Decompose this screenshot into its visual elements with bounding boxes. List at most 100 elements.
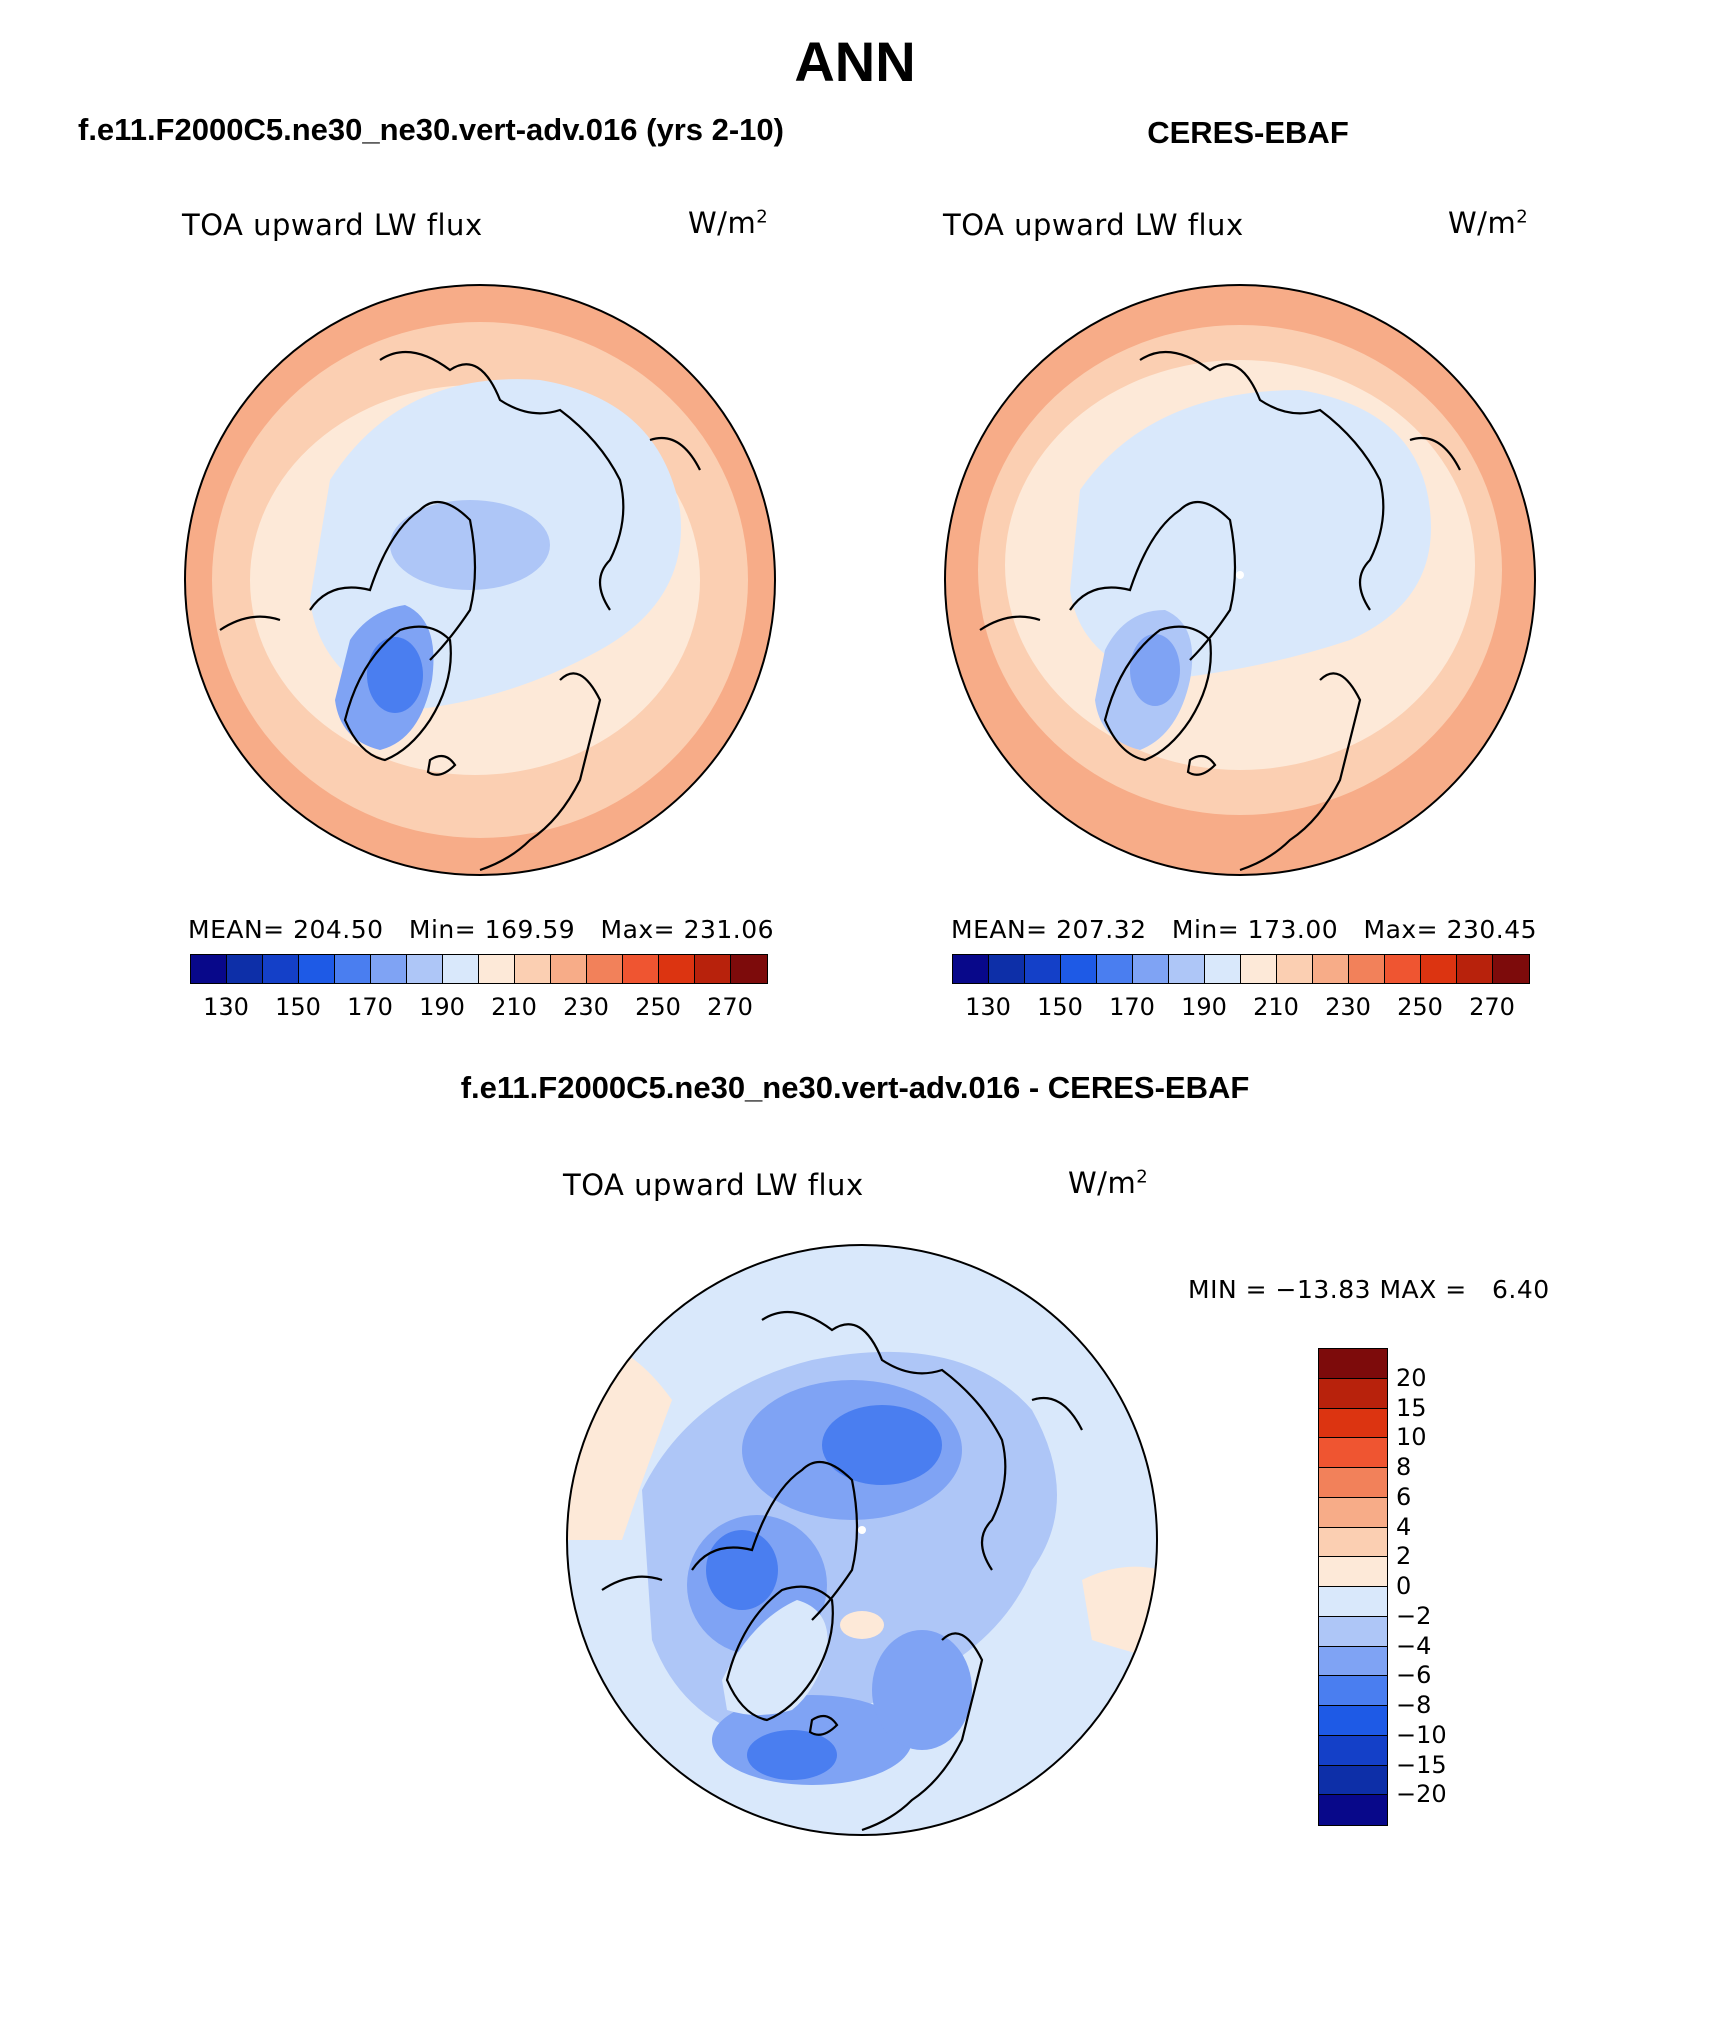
obs-units-label: W/m2 — [1448, 206, 1528, 240]
colorbar-box — [1421, 955, 1457, 983]
colorbar-box — [1277, 955, 1313, 983]
colorbar-box — [1319, 1497, 1387, 1528]
colorbar-tick-label: 250 — [635, 993, 681, 1021]
colorbar-tick-label: 0 — [1396, 1572, 1412, 1600]
stat-mean-label: MEAN= — [188, 915, 285, 944]
colorbar-tick-label: 150 — [1037, 993, 1083, 1021]
colorbar-box — [227, 955, 263, 983]
colorbar-tick-label: 2 — [1396, 1542, 1412, 1571]
north-pole-dot — [858, 1526, 866, 1534]
colorbar-box — [479, 955, 515, 983]
diff-variable-label: TOA upward LW flux — [563, 1168, 864, 1202]
colorbar-tick-label: 170 — [1109, 993, 1155, 1021]
colorbar-tick-label: 170 — [347, 993, 393, 1021]
case-units-base: W/m — [688, 206, 757, 240]
colorbar-box — [695, 955, 731, 983]
colorbar-box — [731, 955, 767, 983]
colorbar-box — [1319, 1616, 1387, 1647]
obs-units-base: W/m — [1448, 206, 1517, 240]
colorbar-box — [1319, 1765, 1387, 1796]
colorbar-tick-label: −15 — [1396, 1750, 1447, 1779]
colorbar-box — [623, 955, 659, 983]
stat-min-value: 169.59 — [484, 915, 576, 944]
diff-stats: MIN = −13.83 MAX = 6.40 — [1188, 1275, 1550, 1304]
colorbar-box — [515, 955, 551, 983]
colorbar-tick-label: 130 — [965, 993, 1011, 1021]
stat-mean-label: MEAN= — [951, 915, 1048, 944]
map-field-neg-e — [822, 1405, 942, 1485]
obs-panel-title: CERES-EBAF — [1147, 115, 1349, 150]
colorbar-box — [1319, 1587, 1387, 1617]
stat-max-label: Max= — [600, 915, 676, 944]
colorbar-tick-label: 230 — [1325, 993, 1371, 1021]
map-field-min — [1130, 634, 1180, 706]
colorbar-tick-label: 15 — [1396, 1393, 1427, 1422]
colorbar-tick-label: −8 — [1396, 1691, 1432, 1719]
colorbar-box — [1205, 955, 1241, 983]
obs-stats: MEAN= 207.32 Min= 173.00 Max= 230.45 — [951, 915, 1537, 944]
case-colorbar — [190, 954, 768, 984]
map-field-neg-g — [747, 1730, 837, 1780]
map-field-greenland — [722, 1600, 828, 1715]
case-polar-map — [184, 284, 776, 876]
diff-panel-title: f.e11.F2000C5.ne30_ne30.vert-adv.016 - C… — [460, 1070, 1250, 1105]
coastlines — [979, 350, 1461, 872]
colorbar-box — [371, 955, 407, 983]
colorbar-tick-label: 230 — [563, 993, 609, 1021]
colorbar-tick-label: 6 — [1396, 1482, 1412, 1511]
diff-units-exp: 2 — [1136, 1166, 1149, 1188]
colorbar-tick-label: 270 — [707, 993, 753, 1021]
obs-units-exp: 2 — [1516, 206, 1529, 228]
colorbar-box — [1097, 955, 1133, 983]
map-field-pos-spot — [840, 1611, 884, 1639]
obs-polar-map — [944, 284, 1536, 876]
map-boundary — [184, 284, 776, 876]
diff-units-base: W/m — [1068, 1166, 1137, 1200]
map-field-neg-d — [872, 1630, 972, 1750]
colorbar-box — [953, 955, 989, 983]
coastlines — [601, 1310, 1083, 1832]
case-variable-label: TOA upward LW flux — [182, 208, 483, 242]
colorbar-box — [299, 955, 335, 983]
colorbar-tick-label: 270 — [1469, 993, 1515, 1021]
colorbar-box — [1319, 1557, 1387, 1587]
colorbar-tick-label: 10 — [1396, 1423, 1427, 1452]
colorbar-box — [587, 955, 623, 983]
colorbar-box — [1133, 955, 1169, 983]
map-field-neg-f — [706, 1530, 778, 1610]
stat-max-value: 6.40 — [1492, 1275, 1550, 1304]
colorbar-box — [191, 955, 227, 983]
colorbar-tick-label: −2 — [1396, 1601, 1432, 1630]
diff-units-label: W/m2 — [1068, 1166, 1148, 1200]
colorbar-tick-label: 190 — [419, 993, 465, 1021]
colorbar-box — [1457, 955, 1493, 983]
case-stats: MEAN= 204.50 Min= 169.59 Max= 231.06 — [188, 915, 774, 944]
colorbar-tick-label: −20 — [1396, 1780, 1447, 1809]
colorbar-box — [989, 955, 1025, 983]
obs-variable-label: TOA upward LW flux — [943, 208, 1244, 242]
case-panel-title: f.e11.F2000C5.ne30_ne30.vert-adv.016 (yr… — [78, 112, 784, 147]
colorbar-box — [1319, 1676, 1387, 1706]
stat-min-label: Min= — [1171, 915, 1240, 944]
colorbar-box — [1319, 1438, 1387, 1468]
colorbar-box — [1061, 955, 1097, 983]
map-field-arctic — [1070, 390, 1431, 680]
colorbar-box — [1319, 1795, 1387, 1825]
page-title: ANN — [794, 30, 916, 93]
coastlines — [219, 350, 701, 872]
map-field-low — [390, 500, 550, 590]
colorbar-box — [1025, 955, 1061, 983]
stat-max-label: MAX = — [1379, 1275, 1467, 1304]
map-field-min — [367, 637, 423, 713]
colorbar-tick-label: 8 — [1396, 1453, 1412, 1481]
obs-colorbar — [952, 954, 1530, 984]
stat-min-label: MIN = — [1188, 1275, 1268, 1304]
colorbar-box — [443, 955, 479, 983]
colorbar-box — [659, 955, 695, 983]
stat-mean-value: 204.50 — [293, 915, 384, 944]
colorbar-box — [1319, 1408, 1387, 1439]
case-units-exp: 2 — [756, 206, 769, 228]
colorbar-box — [407, 955, 443, 983]
stat-max-value: 231.06 — [683, 915, 775, 944]
colorbar-box — [1319, 1646, 1387, 1677]
